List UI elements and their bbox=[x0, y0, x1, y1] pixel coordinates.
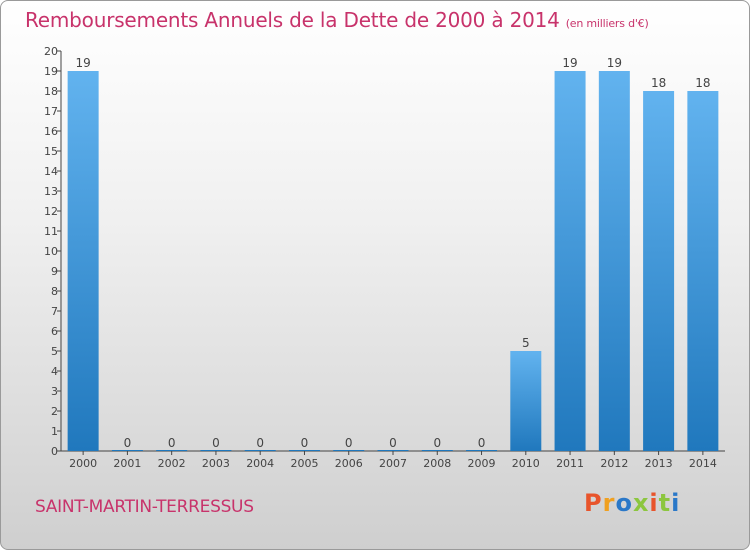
y-tick-label: 4 bbox=[51, 365, 58, 378]
data-label: 0 bbox=[389, 436, 397, 450]
x-tick-label: 2002 bbox=[158, 457, 186, 470]
y-tick-label: 6 bbox=[51, 325, 58, 338]
x-tick-label: 2014 bbox=[689, 457, 717, 470]
chart-title-text: Remboursements Annuels de la Dette de 20… bbox=[25, 8, 560, 32]
bar bbox=[333, 450, 365, 451]
y-tick-label: 18 bbox=[44, 85, 58, 98]
bar bbox=[67, 71, 99, 451]
data-label: 0 bbox=[256, 436, 264, 450]
bar bbox=[554, 71, 586, 451]
data-label: 18 bbox=[695, 76, 710, 90]
data-label: 19 bbox=[562, 56, 577, 70]
x-tick-label: 2013 bbox=[645, 457, 673, 470]
y-tick-label: 0 bbox=[51, 445, 58, 458]
data-label: 0 bbox=[478, 436, 486, 450]
logo-letter: P bbox=[584, 489, 603, 517]
logo-letter: r bbox=[602, 489, 616, 517]
y-tick-label: 13 bbox=[44, 185, 58, 198]
x-tick-label: 2004 bbox=[246, 457, 274, 470]
x-tick-label: 2005 bbox=[290, 457, 318, 470]
y-tick-label: 8 bbox=[51, 285, 58, 298]
y-tick-label: 20 bbox=[44, 45, 58, 58]
y-tick-label: 9 bbox=[51, 265, 58, 278]
bar bbox=[510, 351, 542, 451]
logo-letter: x bbox=[632, 489, 650, 517]
data-label: 0 bbox=[124, 436, 132, 450]
y-tick-label: 7 bbox=[51, 305, 58, 318]
y-tick-label: 3 bbox=[51, 385, 58, 398]
data-label: 0 bbox=[345, 436, 353, 450]
logo-letter: i bbox=[649, 489, 659, 517]
data-label: 0 bbox=[212, 436, 220, 450]
x-tick-label: 2012 bbox=[600, 457, 628, 470]
x-tick-label: 2008 bbox=[423, 457, 451, 470]
bar bbox=[156, 450, 188, 451]
y-tick-label: 11 bbox=[44, 225, 58, 238]
x-tick-label: 2011 bbox=[556, 457, 584, 470]
y-tick-label: 12 bbox=[44, 205, 58, 218]
proxiti-logo: Proxiti bbox=[584, 489, 680, 517]
y-tick-label: 10 bbox=[44, 245, 58, 258]
bar bbox=[421, 450, 453, 451]
bar bbox=[288, 450, 320, 451]
bar bbox=[377, 450, 409, 451]
x-tick-label: 2007 bbox=[379, 457, 407, 470]
x-tick-label: 2009 bbox=[468, 457, 496, 470]
y-tick-label: 15 bbox=[44, 145, 58, 158]
bar bbox=[598, 71, 630, 451]
bar bbox=[466, 450, 498, 451]
x-tick-label: 2000 bbox=[69, 457, 97, 470]
y-tick-label: 2 bbox=[51, 405, 58, 418]
chart-title: Remboursements Annuels de la Dette de 20… bbox=[25, 8, 649, 32]
y-tick-label: 1 bbox=[51, 425, 58, 438]
y-tick-label: 14 bbox=[44, 165, 58, 178]
bar bbox=[643, 91, 675, 451]
logo-letter: t bbox=[658, 489, 672, 517]
data-label: 5 bbox=[522, 336, 530, 350]
bar bbox=[687, 91, 719, 451]
data-label: 19 bbox=[607, 56, 622, 70]
logo-letter: o bbox=[615, 489, 633, 517]
bar bbox=[200, 450, 232, 451]
y-tick-label: 17 bbox=[44, 105, 58, 118]
data-label: 0 bbox=[433, 436, 441, 450]
unit-note: (en milliers d'€) bbox=[565, 17, 649, 30]
x-tick-label: 2003 bbox=[202, 457, 230, 470]
x-tick-label: 2006 bbox=[335, 457, 363, 470]
data-label: 0 bbox=[301, 436, 309, 450]
x-tick-label: 2010 bbox=[512, 457, 540, 470]
y-tick-label: 16 bbox=[44, 125, 58, 138]
bar bbox=[244, 450, 276, 451]
y-tick-label: 5 bbox=[51, 345, 58, 358]
commune-name: SAINT-MARTIN-TERRESSUS bbox=[35, 497, 254, 517]
bar bbox=[111, 450, 143, 451]
logo-letter: i bbox=[671, 489, 681, 517]
data-label: 18 bbox=[651, 76, 666, 90]
data-label: 0 bbox=[168, 436, 176, 450]
x-tick-label: 2001 bbox=[113, 457, 141, 470]
data-label: 19 bbox=[75, 56, 90, 70]
y-tick-label: 19 bbox=[44, 65, 58, 78]
